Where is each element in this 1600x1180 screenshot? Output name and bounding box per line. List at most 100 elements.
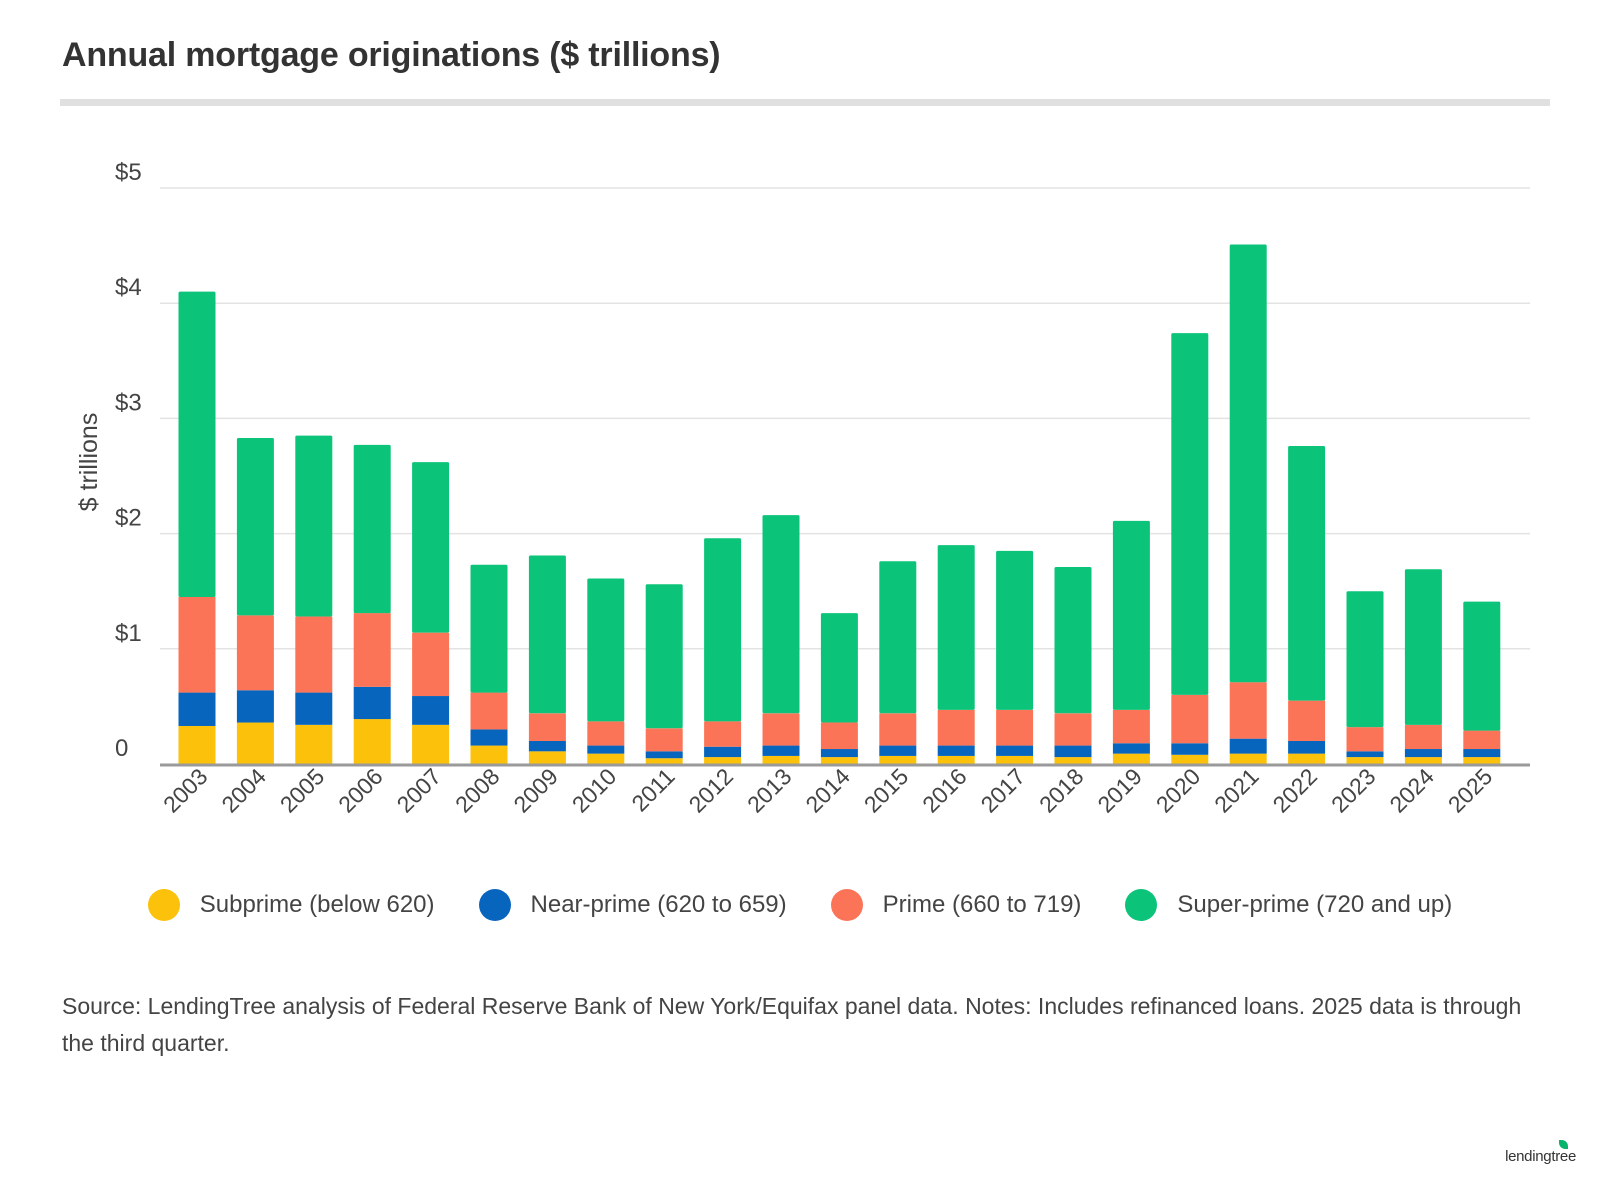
bar-near-prime-2018 [1054, 745, 1092, 758]
bar-super-prime-2020 [1171, 333, 1209, 695]
bar-prime-2006 [353, 613, 391, 687]
y-tick-label: $3 [115, 389, 142, 416]
bar-prime-2023 [1346, 727, 1384, 752]
bar-near-prime-2010 [587, 745, 625, 754]
x-tick-label: 2012 [684, 763, 739, 818]
y-tick-label: $1 [115, 620, 142, 647]
bar-near-prime-2019 [1112, 743, 1150, 754]
x-tick-label: 2018 [1034, 763, 1089, 818]
bar-super-prime-2019 [1112, 520, 1150, 710]
bar-subprime-2019 [1112, 753, 1150, 764]
bar-prime-2004 [236, 615, 274, 691]
bar-prime-2024 [1404, 724, 1442, 750]
bar-prime-2012 [704, 721, 742, 747]
bar-prime-2010 [587, 721, 625, 746]
x-tick-label: 2004 [216, 763, 271, 818]
bar-near-prime-2016 [937, 745, 975, 756]
legend-item-prime: Prime (660 to 719) [830, 889, 1082, 921]
chart-legend: Subprime (below 620) Near-prime (620 to … [0, 889, 1600, 921]
bar-near-prime-2003 [178, 692, 216, 726]
y-tick-label: 0 [115, 735, 128, 762]
bar-super-prime-2018 [1054, 567, 1092, 714]
bar-super-prime-2009 [528, 555, 566, 714]
x-tick-label: 2013 [742, 763, 797, 818]
legend-label-super-prime: Super-prime (720 and up) [1177, 891, 1453, 918]
bar-super-prime-2023 [1346, 591, 1384, 728]
x-tick-label: 2022 [1268, 763, 1323, 818]
bar-subprime-2011 [645, 758, 683, 764]
bar-near-prime-2009 [528, 740, 566, 752]
bar-prime-2008 [470, 692, 508, 730]
bar-near-prime-2020 [1171, 743, 1209, 755]
bar-super-prime-2008 [470, 564, 508, 693]
bar-near-prime-2014 [820, 749, 858, 758]
x-tick-label: 2023 [1326, 763, 1381, 818]
bar-subprime-2017 [996, 755, 1034, 764]
bar-near-prime-2011 [645, 751, 683, 759]
bar-near-prime-2008 [470, 729, 508, 746]
x-tick-label: 2014 [800, 763, 855, 818]
x-tick-label: 2020 [1151, 763, 1206, 818]
bar-subprime-2025 [1463, 757, 1501, 764]
bar-prime-2015 [879, 713, 917, 746]
bar-prime-2020 [1171, 694, 1209, 744]
bar-super-prime-2015 [879, 561, 917, 714]
bar-super-prime-2016 [937, 545, 975, 710]
bar-subprime-2008 [470, 745, 508, 764]
chart-title: Annual mortgage originations ($ trillion… [62, 36, 721, 74]
bar-prime-2011 [645, 728, 683, 752]
legend-swatch-near-prime [478, 889, 511, 921]
bar-super-prime-2024 [1404, 569, 1442, 725]
legend-item-near-prime: Near-prime (620 to 659) [478, 889, 787, 921]
bar-subprime-2021 [1229, 753, 1267, 764]
legend-item-super-prime: Super-prime (720 and up) [1125, 889, 1452, 921]
bar-subprime-2009 [528, 751, 566, 764]
x-tick-label: 2010 [567, 763, 622, 818]
bar-near-prime-2023 [1346, 751, 1384, 758]
bar-prime-2016 [937, 709, 975, 746]
bar-near-prime-2012 [704, 746, 742, 758]
bar-near-prime-2013 [762, 745, 800, 756]
bar-prime-2003 [178, 596, 216, 693]
y-axis-label: $ trillions [75, 413, 103, 512]
bar-super-prime-2014 [820, 613, 858, 723]
bar-subprime-2016 [937, 755, 975, 764]
bar-near-prime-2006 [353, 686, 391, 720]
bar-subprime-2010 [587, 753, 625, 764]
bar-prime-2007 [412, 632, 450, 697]
bar-subprime-2004 [236, 722, 274, 764]
bar-subprime-2005 [295, 724, 333, 764]
bar-near-prime-2024 [1404, 749, 1442, 758]
bar-near-prime-2005 [295, 692, 333, 725]
bar-super-prime-2022 [1288, 446, 1326, 701]
x-tick-label: 2009 [508, 763, 563, 818]
x-tick-label: 2007 [392, 763, 447, 818]
bar-prime-2014 [820, 722, 858, 750]
y-tick-label: $2 [115, 505, 142, 532]
bar-near-prime-2022 [1288, 740, 1326, 754]
legend-swatch-subprime [147, 889, 180, 921]
bar-subprime-2014 [820, 757, 858, 764]
bar-super-prime-2003 [178, 291, 216, 597]
bar-subprime-2007 [412, 724, 450, 764]
y-tick-label: $4 [115, 274, 142, 301]
bar-near-prime-2007 [412, 696, 450, 725]
x-tick-label: 2021 [1209, 763, 1264, 818]
x-tick-label: 2017 [976, 763, 1031, 818]
bar-prime-2025 [1463, 730, 1501, 750]
bar-prime-2022 [1288, 700, 1326, 741]
legend-swatch-super-prime [1125, 889, 1158, 921]
bar-prime-2009 [528, 713, 566, 741]
bar-prime-2019 [1112, 709, 1150, 744]
bar-subprime-2013 [762, 755, 800, 764]
legend-label-subprime: Subprime (below 620) [199, 891, 435, 918]
bar-super-prime-2012 [704, 538, 742, 722]
legend-label-near-prime: Near-prime (620 to 659) [530, 891, 787, 918]
x-tick-label: 2019 [1092, 763, 1147, 818]
bar-subprime-2012 [704, 757, 742, 764]
legend-label-prime: Prime (660 to 719) [882, 891, 1082, 918]
lendingtree-leaf-icon [1559, 1140, 1568, 1149]
bar-near-prime-2021 [1229, 738, 1267, 754]
bar-prime-2021 [1229, 682, 1267, 739]
